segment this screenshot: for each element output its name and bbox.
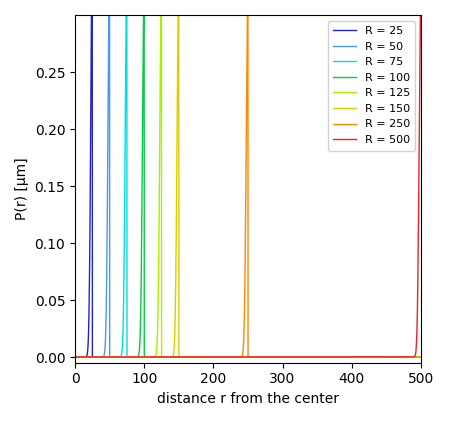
R = 100	[297, 354, 303, 360]
Line: R = 25: R = 25	[75, 0, 421, 357]
R = 500	[280, 354, 285, 360]
R = 125	[205, 354, 210, 360]
R = 100	[280, 354, 285, 360]
R = 25	[280, 354, 285, 360]
R = 25	[418, 354, 423, 360]
R = 250	[357, 354, 362, 360]
R = 75	[280, 354, 285, 360]
R = 500	[297, 354, 303, 360]
Legend: R = 25, R = 50, R = 75, R = 100, R = 125, R = 150, R = 250, R = 500: R = 25, R = 50, R = 75, R = 100, R = 125…	[328, 21, 415, 151]
Line: R = 100: R = 100	[75, 0, 421, 357]
R = 150	[330, 354, 336, 360]
R = 50	[135, 354, 141, 360]
Line: R = 150: R = 150	[75, 0, 421, 357]
R = 25	[205, 354, 210, 360]
R = 50	[418, 354, 423, 360]
R = 50	[297, 354, 303, 360]
R = 75	[357, 354, 362, 360]
R = 25	[135, 354, 141, 360]
R = 25	[72, 354, 78, 360]
R = 100	[135, 354, 141, 359]
R = 125	[297, 354, 303, 360]
R = 250	[297, 354, 303, 360]
R = 500	[357, 354, 362, 360]
R = 150	[72, 354, 78, 360]
R = 25	[357, 354, 362, 360]
R = 100	[357, 354, 362, 360]
Line: R = 500: R = 500	[75, 0, 421, 357]
R = 100	[72, 354, 78, 360]
R = 250	[204, 354, 210, 360]
R = 125	[418, 354, 423, 360]
R = 500	[135, 354, 141, 360]
R = 75	[72, 354, 78, 360]
Line: R = 125: R = 125	[75, 0, 421, 357]
R = 75	[418, 354, 423, 360]
R = 100	[330, 354, 336, 360]
R = 75	[297, 354, 303, 360]
R = 250	[72, 354, 78, 360]
R = 50	[330, 354, 336, 360]
R = 150	[418, 354, 423, 360]
Y-axis label: P(r) [μm]: P(r) [μm]	[15, 157, 29, 220]
R = 150	[135, 354, 141, 360]
R = 250	[280, 354, 285, 360]
R = 150	[280, 354, 285, 360]
R = 125	[357, 354, 362, 360]
R = 150	[205, 354, 210, 360]
R = 250	[330, 354, 336, 360]
Line: R = 50: R = 50	[75, 0, 421, 357]
R = 75	[330, 354, 336, 360]
R = 50	[280, 354, 285, 360]
R = 250	[418, 354, 423, 360]
Line: R = 75: R = 75	[75, 0, 421, 357]
R = 25	[330, 354, 336, 360]
R = 50	[357, 354, 362, 360]
R = 75	[205, 354, 210, 360]
R = 500	[72, 354, 78, 360]
R = 500	[330, 354, 336, 360]
R = 150	[297, 354, 303, 360]
R = 150	[357, 354, 362, 360]
R = 25	[297, 354, 303, 360]
X-axis label: distance r from the center: distance r from the center	[157, 392, 339, 406]
R = 100	[205, 354, 210, 360]
R = 125	[330, 354, 336, 360]
R = 125	[280, 354, 285, 360]
R = 500	[204, 354, 210, 360]
R = 125	[135, 354, 141, 360]
R = 100	[418, 354, 423, 360]
R = 50	[72, 354, 78, 360]
R = 125	[72, 354, 78, 360]
R = 75	[135, 354, 141, 360]
R = 50	[205, 354, 210, 360]
Line: R = 250: R = 250	[75, 0, 421, 357]
R = 250	[135, 354, 141, 360]
